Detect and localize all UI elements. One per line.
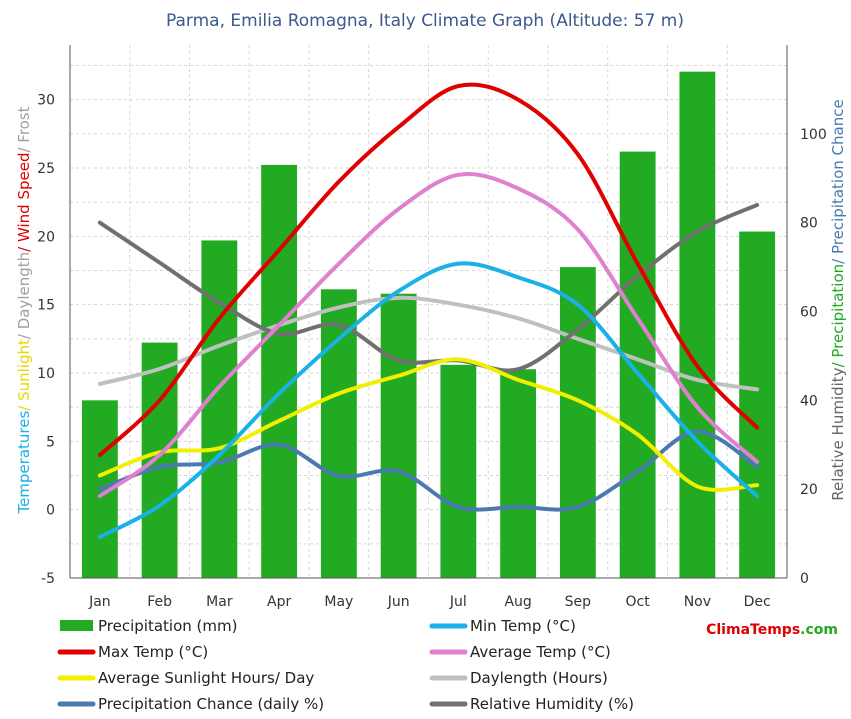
x-tick-label: Dec bbox=[744, 594, 771, 610]
precipitation-bar bbox=[320, 289, 357, 578]
precipitation-bar bbox=[380, 293, 417, 578]
x-tick-label: Aug bbox=[504, 594, 531, 610]
x-tick-label: Nov bbox=[684, 594, 711, 610]
legend-label: Average Sunlight Hours/ Day bbox=[98, 669, 314, 687]
y-axis-right-title: Relative Humidity/ Precipitation/ Precip… bbox=[829, 99, 847, 500]
max-temp-c-line bbox=[97, 82, 760, 457]
y-axis-left-title-part: / Sunlight bbox=[15, 339, 33, 411]
precipitation-bar bbox=[739, 231, 776, 579]
y-axis-left-title-part: Temperatures bbox=[15, 411, 33, 515]
y-right-tick-label: 60 bbox=[800, 305, 818, 321]
x-tick-label: Jul bbox=[449, 594, 467, 610]
y-right-tick-label: 0 bbox=[800, 571, 809, 587]
legend: Precipitation (mm) Min Temp (°C) Max Temp … bbox=[57, 617, 634, 713]
y-axis-right-title-part: Relative Humidity bbox=[829, 367, 847, 500]
legend-label: Precipitation Chance (daily %) bbox=[98, 695, 324, 713]
precipitation-chance-daily-line bbox=[97, 429, 760, 512]
precipitation-bar bbox=[440, 364, 477, 578]
x-tick-label: Feb bbox=[147, 594, 172, 610]
y-left-tick-label: 10 bbox=[37, 366, 55, 382]
y-axis-left-title-part: / Wind Speed bbox=[15, 153, 33, 252]
legend-label: Min Temp (°C) bbox=[470, 617, 576, 635]
brand-part: .com bbox=[800, 622, 838, 638]
daylength-hours-line bbox=[97, 295, 760, 392]
x-tick-label: Oct bbox=[626, 594, 651, 610]
axes: Jan Feb Mar Apr May Jun Jul Aug Sep Oct Nov Dec -5 0 5… bbox=[15, 45, 847, 610]
legend-swatch bbox=[60, 620, 93, 631]
y-left-tick-label: 15 bbox=[37, 298, 55, 314]
x-tick-label: Mar bbox=[206, 594, 233, 610]
y-right-tick-label: 100 bbox=[800, 127, 827, 143]
y-axis-right-title-part: / Precipitation Chance bbox=[829, 99, 847, 264]
x-tick-label: May bbox=[324, 594, 353, 610]
x-tick-label: Jun bbox=[387, 594, 410, 610]
min-temp-c-line bbox=[97, 261, 760, 539]
precipitation-bar bbox=[261, 164, 298, 579]
x-tick-label: Sep bbox=[565, 594, 592, 610]
y-left-tick-label: 0 bbox=[46, 503, 55, 519]
y-left-tick-label: -5 bbox=[41, 571, 55, 587]
precipitation-bar bbox=[141, 342, 178, 578]
y-left-tick-label: 20 bbox=[37, 229, 55, 245]
series-lines bbox=[97, 82, 760, 539]
x-tick-label: Jan bbox=[88, 594, 111, 610]
y-axis-left-title-part: / Daylength bbox=[15, 252, 33, 339]
legend-label: Max Temp (°C) bbox=[98, 643, 208, 661]
legend-label: Precipitation (mm) bbox=[98, 617, 237, 635]
y-left-tick-label: 25 bbox=[37, 161, 55, 177]
relative-humidity-line bbox=[97, 202, 760, 373]
chart-title: Parma, Emilia Romagna, Italy Climate Gra… bbox=[166, 11, 684, 31]
y-axis-right-title-part: / Precipitation bbox=[829, 264, 847, 368]
brand-part: Temps bbox=[750, 622, 800, 638]
y-axis-left-title: Temperatures/ Sunlight/ Daylength/ Wind … bbox=[15, 106, 33, 514]
y-right-tick-label: 80 bbox=[800, 216, 818, 232]
average-sunlight-hours-day-line bbox=[97, 357, 760, 492]
y-axis-left-title-part: / Frost bbox=[15, 106, 33, 152]
y-left-tick-label: 5 bbox=[46, 434, 55, 450]
legend-label: Average Temp (°C) bbox=[470, 643, 611, 661]
x-tick-label: Apr bbox=[267, 594, 291, 610]
y-right-tick-label: 20 bbox=[800, 482, 818, 498]
legend-label: Daylength (Hours) bbox=[470, 669, 608, 687]
average-temp-c-line bbox=[97, 172, 760, 498]
y-right-tick-label: 40 bbox=[800, 393, 818, 409]
precipitation-bar bbox=[679, 71, 716, 579]
legend-label: Relative Humidity (%) bbox=[470, 695, 634, 713]
brand-part: Clima bbox=[706, 622, 750, 638]
precipitation-bar bbox=[201, 240, 238, 578]
precipitation-bar bbox=[500, 369, 537, 578]
y-left-tick-label: 30 bbox=[37, 93, 55, 109]
brand-logo: ClimaTemps.com bbox=[706, 622, 838, 638]
